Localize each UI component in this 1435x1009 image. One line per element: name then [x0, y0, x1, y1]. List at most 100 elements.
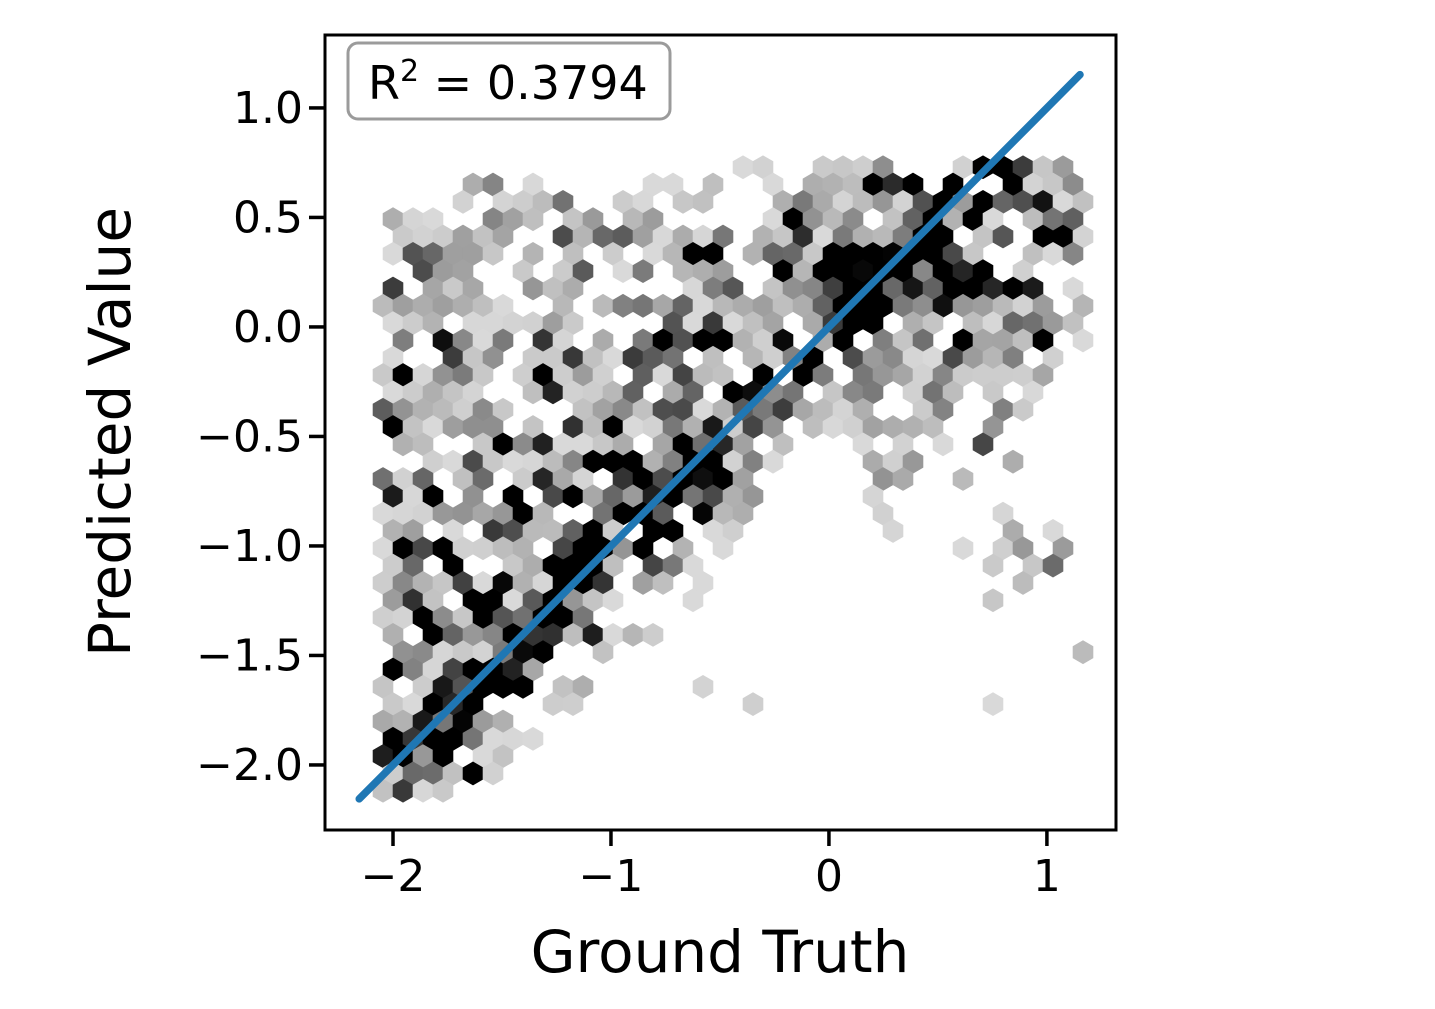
hexbin-cell: [1002, 172, 1024, 197]
hexbin-cell: [482, 172, 504, 197]
hexbin-cell: [412, 571, 434, 595]
hexbin-cell: [482, 345, 504, 370]
hexbin-cell: [582, 622, 604, 647]
hexbin-cell: [672, 224, 694, 249]
hexbin-cell: [602, 553, 624, 578]
hexbin-cell: [372, 293, 394, 318]
hexbin-cell: [702, 345, 724, 370]
hexbin-cell: [1072, 328, 1094, 353]
hexbin-cell: [902, 276, 924, 301]
hexbin-cell: [532, 189, 554, 214]
hexbin-cell: [622, 622, 644, 647]
hexbin-cell: [992, 363, 1014, 387]
hexbin-cell: [492, 293, 514, 318]
hexbin-cell: [882, 519, 904, 543]
hexbin-cell: [1072, 189, 1094, 214]
hexbin-cell: [662, 345, 684, 370]
hexbin-cell: [512, 432, 534, 457]
hexbin-cell: [662, 415, 684, 439]
hexbin-cell: [772, 224, 794, 249]
x-axis-ticks: −2 −1 0 1: [361, 830, 1061, 902]
hexbin-cell: [492, 432, 514, 457]
hexbin-cell: [772, 328, 794, 353]
hexbin-cell: [552, 224, 574, 249]
hexbin-cell: [652, 501, 674, 526]
hexbin-cell: [682, 380, 704, 405]
hexbin-cell: [662, 519, 684, 543]
hexbin-cell: [992, 501, 1014, 526]
hexbin-cell: [492, 536, 514, 561]
hexbin-cell: [492, 189, 514, 214]
hexbin-cell: [1052, 536, 1074, 561]
hexbin-cell: [612, 467, 634, 491]
hexbin-cell: [462, 345, 484, 370]
hexbin-cell: [472, 224, 494, 249]
hexbin-cell: [822, 172, 844, 197]
hexbin-cell: [612, 432, 634, 457]
hexbin-cell: [632, 467, 654, 491]
hexbin-cell: [512, 571, 534, 595]
hexbin-cell: [582, 519, 604, 543]
hexbin-cell: [382, 692, 404, 717]
hexbin-cell: [522, 588, 544, 613]
hexbin-cell: [792, 259, 814, 284]
hexbin-cell: [652, 397, 674, 422]
hexbin-cell: [942, 276, 964, 301]
hexbin-cell: [1012, 397, 1034, 422]
hexbin-cell: [382, 553, 404, 578]
hexbin-cell: [712, 293, 734, 318]
hexbin-cell: [572, 536, 594, 561]
hexbin-cell: [562, 553, 584, 578]
hexbin-cell: [762, 276, 784, 301]
hexbin-cell: [742, 415, 764, 439]
hexbin-cell: [992, 536, 1014, 561]
y-tick-label: −1.0: [196, 521, 303, 572]
hexbin-cell: [502, 588, 524, 613]
hexbin-cell: [602, 380, 624, 405]
hexbin-cell: [412, 397, 434, 422]
hexbin-cell: [1002, 276, 1024, 301]
hexbin-cell: [972, 189, 994, 214]
hexbin-cell: [432, 224, 454, 249]
hexbin-cell: [962, 207, 984, 232]
hexbin-cell: [922, 276, 944, 301]
hexbin-cell: [662, 553, 684, 578]
hexbin-cell: [702, 449, 724, 474]
hexbin-cell: [632, 328, 654, 353]
hexbin-cell: [472, 293, 494, 318]
hexbin-cell: [492, 397, 514, 422]
hexbin-cell: [682, 588, 704, 613]
hexbin-cell: [522, 657, 544, 682]
hexbin-cell: [982, 311, 1004, 336]
annotation-box: [346, 41, 672, 121]
hexbin-cell: [702, 276, 724, 301]
hexbin-cell: [712, 259, 734, 284]
hexbin-cell: [722, 484, 744, 509]
y-tick-label: 1.0: [233, 83, 303, 134]
x-tick-label: −1: [579, 851, 644, 902]
hexbin-cell: [852, 397, 874, 422]
hexbin-cell: [502, 726, 524, 751]
hexbin-cell: [382, 726, 404, 751]
hexbin-cell: [772, 397, 794, 422]
hexbin-cell: [622, 484, 644, 509]
hexbin-cell: [462, 484, 484, 509]
hexbin-cell: [442, 345, 464, 370]
hexbin-cell: [992, 224, 1014, 249]
hexbin-cell: [632, 571, 654, 595]
hexbin-cell: [632, 363, 654, 387]
hexbin-cell: [592, 501, 614, 526]
hexbin-cell: [902, 449, 924, 474]
hexbin-cell: [672, 397, 694, 422]
hexbin-cell: [582, 345, 604, 370]
hexbin-cell: [752, 363, 774, 387]
hexbin-cell: [812, 293, 834, 318]
hexbin-cell: [552, 536, 574, 561]
hexbin-cell: [412, 293, 434, 318]
hexbin-cell: [392, 640, 414, 665]
hexbin-cell: [722, 519, 744, 543]
hexbin-cell: [402, 761, 424, 786]
hexbin-cell: [452, 363, 474, 387]
hexbin-cell: [652, 363, 674, 387]
